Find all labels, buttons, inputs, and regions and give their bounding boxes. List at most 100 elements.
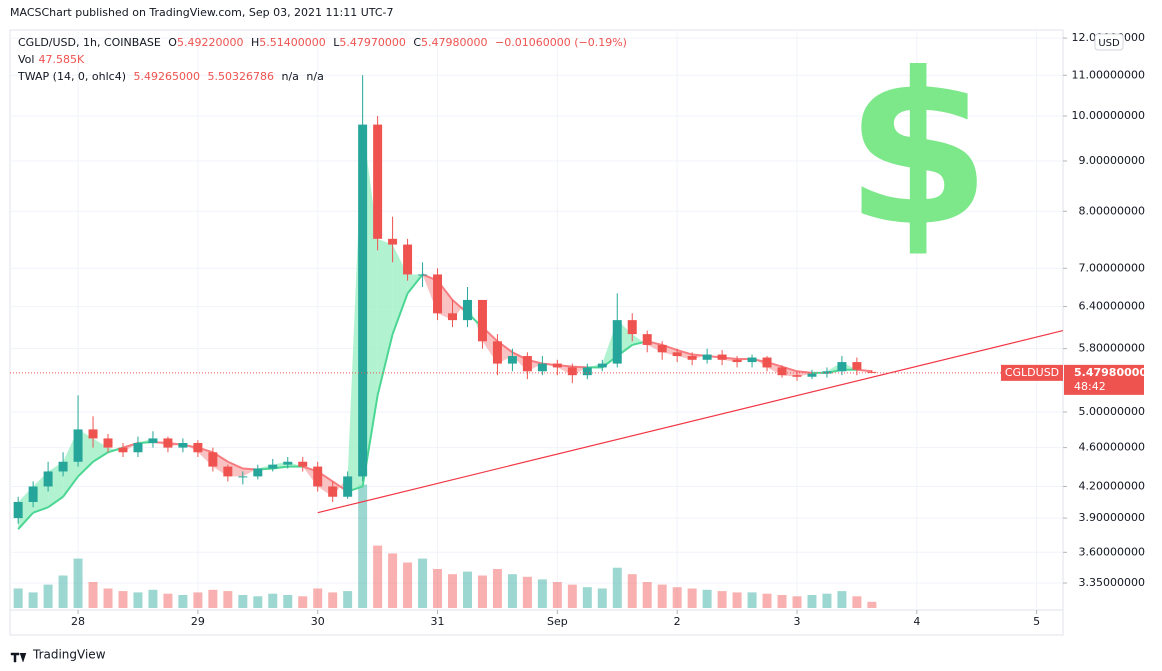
volume-bar <box>268 593 278 608</box>
candle-body <box>597 363 607 368</box>
twap-line <box>92 451 109 463</box>
volume-bar <box>717 591 727 608</box>
candle-body <box>313 466 323 487</box>
volume-bar <box>148 589 158 608</box>
price-tag: 5.47980000 <box>1074 366 1147 379</box>
candle-body <box>657 344 667 353</box>
candle-body <box>507 356 517 364</box>
volume-bar <box>58 575 68 608</box>
candle-body <box>448 313 457 321</box>
volume-bar <box>223 591 233 608</box>
twap-value: 5.49265000 <box>133 70 201 83</box>
legend-twap: TWAP (14, 0, ohlc4) 5.49265000 5.5032678… <box>18 70 328 83</box>
volume-bar <box>418 558 428 608</box>
candle-body <box>163 438 173 448</box>
candle-body <box>642 334 652 345</box>
twap-line <box>62 475 79 498</box>
price-tag-bg <box>1064 364 1144 395</box>
twap-line <box>406 273 424 295</box>
volume-bar <box>807 595 817 608</box>
candle-body <box>582 367 592 376</box>
candle-body <box>253 468 263 477</box>
h-label: H <box>250 36 260 49</box>
candle-body <box>28 486 38 502</box>
footer: TradingView <box>32 648 106 662</box>
twap-value: n/a <box>281 70 299 83</box>
candle-body <box>492 341 502 364</box>
candle-body <box>178 442 188 448</box>
candle-body <box>133 442 143 453</box>
y-tick-label: 7.00000000 <box>1079 261 1145 274</box>
currency-button[interactable]: USD <box>1098 38 1120 49</box>
volume-bar <box>403 562 413 608</box>
l-label: L <box>333 36 340 49</box>
y-tick-label: 5.00000000 <box>1079 405 1145 418</box>
volume-bar <box>777 595 787 608</box>
candle-body <box>238 476 248 478</box>
y-tick-label: 4.20000000 <box>1079 479 1145 492</box>
candle-body <box>627 320 637 335</box>
volume-bar <box>283 595 293 608</box>
candle-body <box>88 429 98 439</box>
trendline <box>317 330 1064 514</box>
twap-line <box>796 370 813 374</box>
volume-bar <box>433 569 443 608</box>
twap-line <box>17 511 34 530</box>
price-tag-symbol-bg <box>1001 364 1063 381</box>
candle-body <box>388 238 398 245</box>
candle-body <box>792 375 802 377</box>
x-tick-label: 3 <box>793 615 800 628</box>
candle-body <box>522 356 532 372</box>
volume-bar <box>552 582 562 608</box>
candle-body <box>433 274 443 314</box>
x-tick-label: 5 <box>1033 615 1040 628</box>
candle-body <box>612 320 622 364</box>
twap-line <box>376 333 394 396</box>
volume-bar <box>657 584 667 608</box>
candle-body <box>672 352 682 357</box>
twap-line <box>32 506 49 514</box>
volume-bar <box>522 576 532 608</box>
volume-bar <box>73 558 83 608</box>
volume-bar <box>358 484 368 608</box>
y-tick-label: 4.60000000 <box>1079 441 1145 454</box>
volume-bar <box>118 591 128 608</box>
currency-button-bg[interactable] <box>1094 33 1124 51</box>
candle-body <box>73 429 83 462</box>
x-tick-label: 31 <box>431 615 445 628</box>
candle-body <box>43 471 53 487</box>
candle-body <box>732 359 742 363</box>
x-tick-label: Sep <box>547 615 568 628</box>
candle-body <box>747 357 757 363</box>
volume-bar <box>328 592 338 608</box>
candle-body <box>777 367 787 376</box>
x-tick-label: 29 <box>191 615 205 628</box>
y-tick-label: 3.35000000 <box>1079 576 1145 589</box>
volume-bar <box>373 545 383 608</box>
candle-body <box>807 373 817 377</box>
volume-bar <box>208 589 218 608</box>
legend-volume: Vol 47.585K <box>18 53 88 66</box>
volume-bar <box>792 596 802 608</box>
volume-bar <box>822 593 832 608</box>
legend-price: CGLD/USD, 1h, COINBASE O5.49220000 H5.51… <box>18 36 631 49</box>
volume-bar <box>163 593 173 608</box>
y-tick-label: 11.00000000 <box>1072 68 1145 81</box>
price-tag-symbol: CGLDUSD <box>1005 366 1059 379</box>
candle-body <box>148 438 158 443</box>
candle-body <box>687 356 697 360</box>
candle-body <box>298 461 308 467</box>
symbol: CGLD/USD, 1h, COINBASE <box>18 36 161 49</box>
y-tick-label: 5.80000000 <box>1079 342 1145 355</box>
volume-bar <box>103 588 113 608</box>
candle-body <box>268 464 278 469</box>
volume-bar <box>13 588 23 608</box>
candle-body <box>283 461 293 465</box>
candle-body <box>358 124 368 477</box>
y-tick-label: 9.00000000 <box>1079 154 1145 167</box>
twap-line <box>77 461 94 478</box>
volume-bar <box>507 574 517 608</box>
candle-body <box>837 362 847 372</box>
volume-bar <box>597 588 607 608</box>
x-tick-label: 2 <box>674 615 681 628</box>
